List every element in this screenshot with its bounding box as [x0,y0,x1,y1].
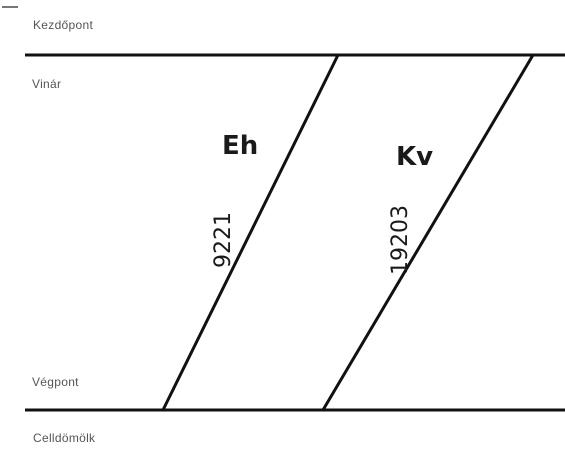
train-path-eh [161,54,340,411]
train-name-kv: Kv [396,142,433,172]
upper-station-label: Vinár [32,77,61,91]
start-label: Kezdőpont [33,18,93,32]
train-number-kv: 19203 [388,205,413,275]
train-name-eh: Eh [222,131,258,161]
train-number-eh: 9221 [211,212,236,268]
lower-station-label: Celldömölk [33,431,96,445]
train-path-kv [321,54,535,411]
end-label: Végpont [32,375,79,389]
